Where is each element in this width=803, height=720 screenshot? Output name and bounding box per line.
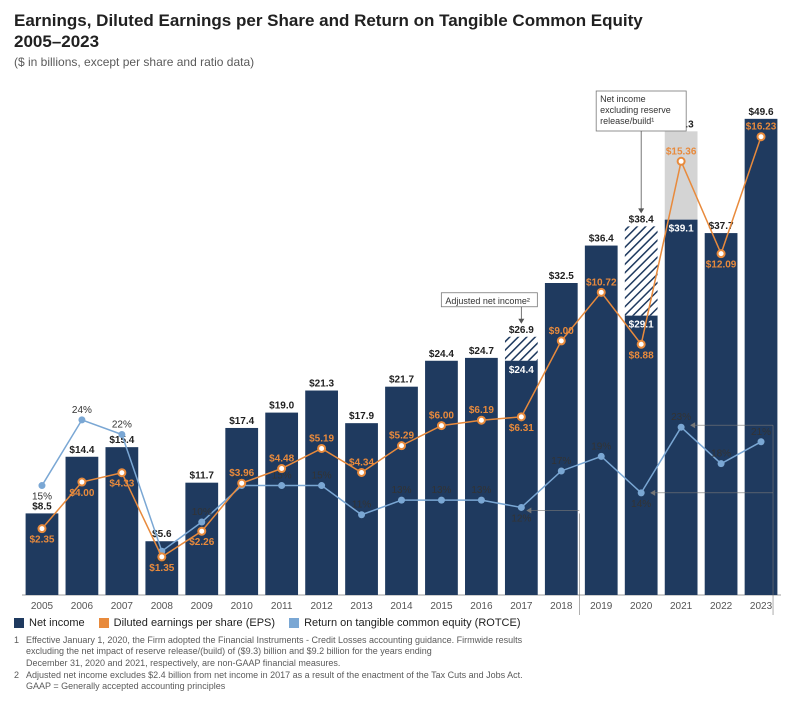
- svg-text:$4.34: $4.34: [349, 457, 374, 468]
- svg-text:$16.23: $16.23: [746, 121, 777, 132]
- svg-text:11%: 11%: [352, 499, 371, 510]
- footnotes: 1Effective January 1, 2020, the Firm ado…: [14, 635, 789, 693]
- svg-text:13%: 13%: [391, 485, 411, 496]
- svg-text:2010: 2010: [231, 601, 254, 612]
- svg-text:2016: 2016: [470, 601, 493, 612]
- svg-text:$8.5: $8.5: [32, 501, 52, 512]
- svg-text:$5.19: $5.19: [309, 433, 334, 444]
- legend: Net income Diluted earnings per share (E…: [14, 617, 789, 629]
- svg-text:$21.3: $21.3: [309, 378, 334, 389]
- svg-text:22%: 22%: [112, 419, 132, 430]
- svg-text:$8.88: $8.88: [629, 350, 654, 361]
- svg-text:2021: 2021: [670, 601, 693, 612]
- swatch-icon: [14, 618, 24, 628]
- svg-text:19%: 19%: [591, 441, 611, 452]
- legend-label: Net income: [29, 617, 85, 629]
- svg-text:2007: 2007: [111, 601, 134, 612]
- svg-text:$36.4: $36.4: [589, 233, 614, 244]
- svg-text:23%: 23%: [671, 412, 691, 423]
- svg-text:2022: 2022: [710, 601, 733, 612]
- svg-text:$1.35: $1.35: [149, 562, 174, 573]
- svg-text:$9.00: $9.00: [549, 325, 574, 336]
- chart: $8.52005$14.42006$15.42007$5.62008$11.72…: [14, 85, 789, 615]
- svg-text:2019: 2019: [590, 601, 613, 612]
- svg-text:$4.00: $4.00: [69, 488, 94, 499]
- svg-text:2009: 2009: [191, 601, 214, 612]
- svg-text:17%: 17%: [551, 455, 571, 466]
- svg-text:2020: 2020: [630, 601, 653, 612]
- svg-text:15%: 15%: [32, 491, 52, 502]
- page-subtitle: ($ in billions, except per share and rat…: [14, 55, 789, 69]
- svg-text:$49.6: $49.6: [749, 106, 774, 117]
- svg-text:2005: 2005: [31, 601, 54, 612]
- swatch-icon: [99, 618, 109, 628]
- svg-text:$12.09: $12.09: [706, 259, 737, 270]
- svg-text:$38.4: $38.4: [629, 214, 654, 225]
- legend-eps: Diluted earnings per share (EPS): [99, 617, 275, 629]
- svg-text:2023: 2023: [750, 601, 773, 612]
- swatch-icon: [289, 618, 299, 628]
- svg-text:13%: 13%: [471, 485, 491, 496]
- svg-text:$19.0: $19.0: [269, 400, 294, 411]
- svg-text:$3.96: $3.96: [229, 468, 254, 479]
- svg-text:$32.5: $32.5: [549, 271, 574, 282]
- svg-text:2008: 2008: [151, 601, 174, 612]
- page-title: Earnings, Diluted Earnings per Share and…: [14, 10, 789, 53]
- svg-text:24%: 24%: [72, 404, 92, 415]
- svg-text:$17.4: $17.4: [229, 415, 254, 426]
- svg-text:2018: 2018: [550, 601, 573, 612]
- svg-text:13%: 13%: [431, 485, 451, 496]
- svg-text:14%: 14%: [631, 498, 651, 509]
- svg-text:$6.31: $6.31: [509, 422, 534, 433]
- svg-text:2011: 2011: [271, 601, 293, 612]
- svg-text:$11.7: $11.7: [190, 470, 215, 481]
- svg-text:$2.26: $2.26: [189, 537, 214, 548]
- svg-text:$39.1: $39.1: [669, 223, 694, 234]
- legend-net-income: Net income: [14, 617, 85, 629]
- svg-text:$14.4: $14.4: [69, 444, 94, 455]
- svg-text:$4.33: $4.33: [109, 478, 134, 489]
- svg-text:$2.35: $2.35: [29, 534, 54, 545]
- svg-text:18%: 18%: [711, 448, 731, 459]
- svg-text:$6.19: $6.19: [469, 405, 494, 416]
- svg-text:$10.72: $10.72: [586, 277, 617, 288]
- legend-label: Return on tangible common equity (ROTCE): [304, 617, 520, 629]
- svg-text:$17.9: $17.9: [349, 411, 374, 422]
- svg-text:2006: 2006: [71, 601, 94, 612]
- svg-text:12%: 12%: [511, 513, 531, 524]
- svg-text:2014: 2014: [390, 601, 413, 612]
- svg-text:$24.4: $24.4: [509, 364, 534, 375]
- svg-text:10%: 10%: [192, 507, 212, 518]
- svg-text:2013: 2013: [350, 601, 373, 612]
- svg-text:21%: 21%: [751, 426, 771, 437]
- svg-text:2017: 2017: [510, 601, 533, 612]
- svg-text:$29.1: $29.1: [629, 319, 654, 330]
- svg-text:$26.9: $26.9: [509, 324, 534, 335]
- svg-text:$21.7: $21.7: [389, 374, 414, 385]
- legend-rotce: Return on tangible common equity (ROTCE): [289, 617, 520, 629]
- svg-text:2015: 2015: [430, 601, 453, 612]
- svg-text:$5.29: $5.29: [389, 430, 414, 441]
- legend-label: Diluted earnings per share (EPS): [114, 617, 275, 629]
- svg-text:release/build¹: release/build¹: [600, 116, 654, 126]
- svg-text:2012: 2012: [310, 601, 333, 612]
- svg-text:Adjusted net income²: Adjusted net income²: [445, 295, 530, 305]
- svg-text:Net income: Net income: [600, 94, 646, 104]
- svg-text:$24.4: $24.4: [429, 348, 454, 359]
- svg-text:15%: 15%: [312, 470, 332, 481]
- svg-text:$15.36: $15.36: [666, 146, 697, 157]
- svg-text:excluding reserve: excluding reserve: [600, 105, 671, 115]
- svg-text:$4.48: $4.48: [269, 453, 294, 464]
- svg-text:$6.00: $6.00: [429, 410, 454, 421]
- svg-text:$24.7: $24.7: [469, 345, 494, 356]
